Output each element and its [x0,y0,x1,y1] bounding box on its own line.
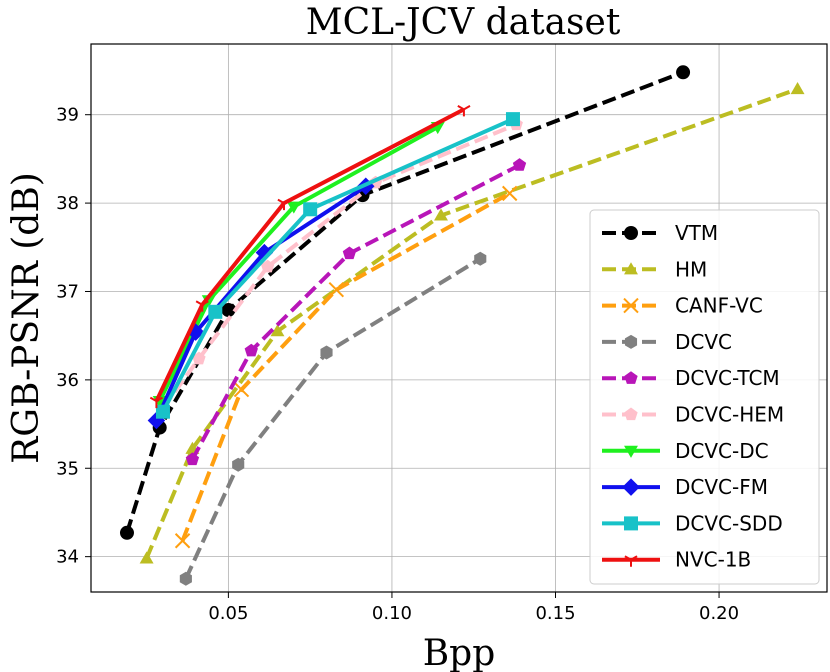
series-dcvc-tcm [185,158,527,466]
legend-item-canf-vc: CANF-VC [602,294,763,318]
series-line-dcvc-tcm [190,163,521,461]
legend-label: CANF-VC [675,294,763,318]
data-point [149,396,164,409]
data-point [270,324,285,337]
data-point [208,304,223,319]
data-point [260,259,275,273]
series-line-dcvc-fm [154,184,367,422]
data-point [676,65,691,80]
series-nvc-1b [149,105,471,409]
legend-marker [624,226,638,240]
legend-marker [623,297,639,314]
data-point [221,303,236,318]
legend-label: DCVC-FM [675,475,768,499]
legend-marker [624,445,638,458]
plot-frame [90,43,828,593]
data-point [139,551,154,564]
legend-marker [624,371,638,384]
data-point [328,282,345,298]
legend-label: DCVC-SDD [675,511,783,535]
x-tick-label: 0.05 [208,603,248,624]
series-canf-vc [174,185,518,549]
data-point [192,351,206,365]
legend-label: HM [675,257,707,281]
series-line-dcvc-dc [157,125,439,402]
data-point [434,208,448,221]
data-point [501,185,518,202]
data-point [474,251,487,266]
data-point [195,300,209,312]
legend-item-nvc-1b: NVC-1B [602,548,751,572]
data-point [277,198,291,211]
legend-item-dcvc: DCVC [602,330,732,354]
series-dcvc-sdd [155,112,520,419]
data-point [233,381,250,398]
x-tick-label: 0.15 [535,603,575,624]
data-point [155,404,170,419]
legend-label: DCVC-TCM [675,366,780,390]
data-point [232,457,245,472]
legend-label: DCVC-DC [675,439,769,463]
legend-marker [624,262,638,275]
x-axis-label: Bpp [423,633,496,672]
data-point [244,343,258,357]
series-line-dcvc [184,257,482,580]
legend-label: DCVC-HEM [675,403,784,427]
y-axis-label: RGB-PSNR (dB) [6,172,47,464]
data-point [119,525,134,540]
series-line-nvc-1b [154,107,465,402]
data-point [174,533,191,549]
legend-item-vtm: VTM [602,221,718,245]
legend-label: DCVC [675,330,732,354]
legend-item-dcvc-tcm: DCVC-TCM [602,366,780,390]
x-tick-label: 0.20 [699,603,739,624]
data-point [342,246,357,260]
y-tick-label: 36 [56,370,79,391]
legend-item-dcvc-sdd: DCVC-SDD [602,511,783,535]
legend-item-dcvc-dc: DCVC-DC [602,439,769,463]
y-tick-label: 34 [56,547,79,568]
grid-layer [91,44,827,592]
data-point [790,82,805,95]
data-point [457,105,471,117]
chart-title: MCL-JCV dataset [306,2,621,43]
data-point [286,201,301,214]
x-tick-label: 0.10 [372,603,412,624]
legend-marker [624,555,638,567]
series-line-canf-vc [180,191,511,542]
data-point [505,112,520,127]
y-tick-label: 37 [56,281,79,302]
legend-frame [589,209,820,585]
y-tick-label: 35 [56,458,79,479]
legend-item-hm: HM [602,257,707,281]
legend-marker [624,407,638,421]
y-tick-label: 38 [56,193,79,214]
ticks-layer: 0.05 0.10 0.15 0.20 34 35 36 37 38 39 [56,105,739,624]
legend: VTM HM CANF-VC DCVC DCVC-TCM DCVC-HEM DCVC-DC D… [589,209,820,585]
data-point [185,452,200,466]
legend-item-dcvc-hem: DCVC-HEM [602,403,784,427]
data-point [303,202,318,217]
series-dcvc [179,251,487,586]
legend-marker [622,478,640,496]
series-layer [119,65,805,586]
legend-label: NVC-1B [675,548,751,572]
legend-label: VTM [675,221,718,245]
data-point [512,158,527,171]
series-line-dcvc-sdd [161,117,514,413]
legend-item-dcvc-fm: DCVC-FM [602,475,768,499]
data-point [179,571,192,586]
legend-marker [624,334,638,349]
legend-marker [624,516,638,531]
y-tick-label: 39 [56,105,79,126]
data-point [320,345,333,360]
series-line-dcvc-hem [161,122,518,410]
